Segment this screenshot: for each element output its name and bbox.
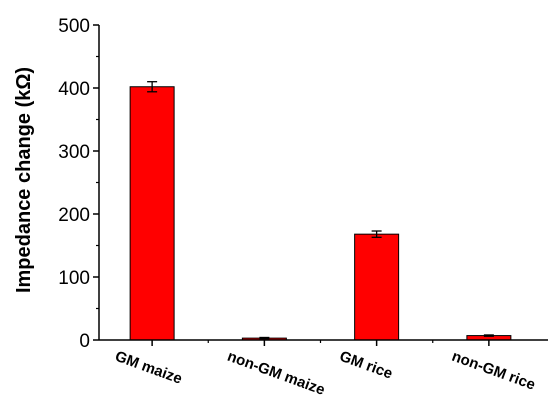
y-axis: 0 100 200 300 400 500	[58, 16, 100, 352]
y-tick-label: 0	[79, 331, 90, 352]
error-bars-group	[147, 81, 494, 340]
y-tick-label: 200	[58, 205, 90, 226]
y-axis-title: Impedance change (kΩ)	[13, 67, 35, 293]
bar-gm-rice	[354, 233, 400, 341]
bars-group	[129, 86, 512, 341]
x-category-label: non-GM rice	[450, 348, 538, 394]
y-tick-label: 500	[58, 16, 90, 37]
y-tick-label: 100	[58, 268, 90, 289]
x-axis: GM maize non-GM maize GM rice non-GM rice	[99, 339, 548, 399]
y-tick-label: 400	[58, 79, 90, 100]
x-category-label: non-GM maize	[225, 348, 327, 399]
y-tick-label: 300	[58, 142, 90, 163]
bar-gm-maize	[129, 86, 175, 341]
x-category-label: GM rice	[337, 348, 395, 383]
x-category-label: GM maize	[113, 348, 185, 388]
